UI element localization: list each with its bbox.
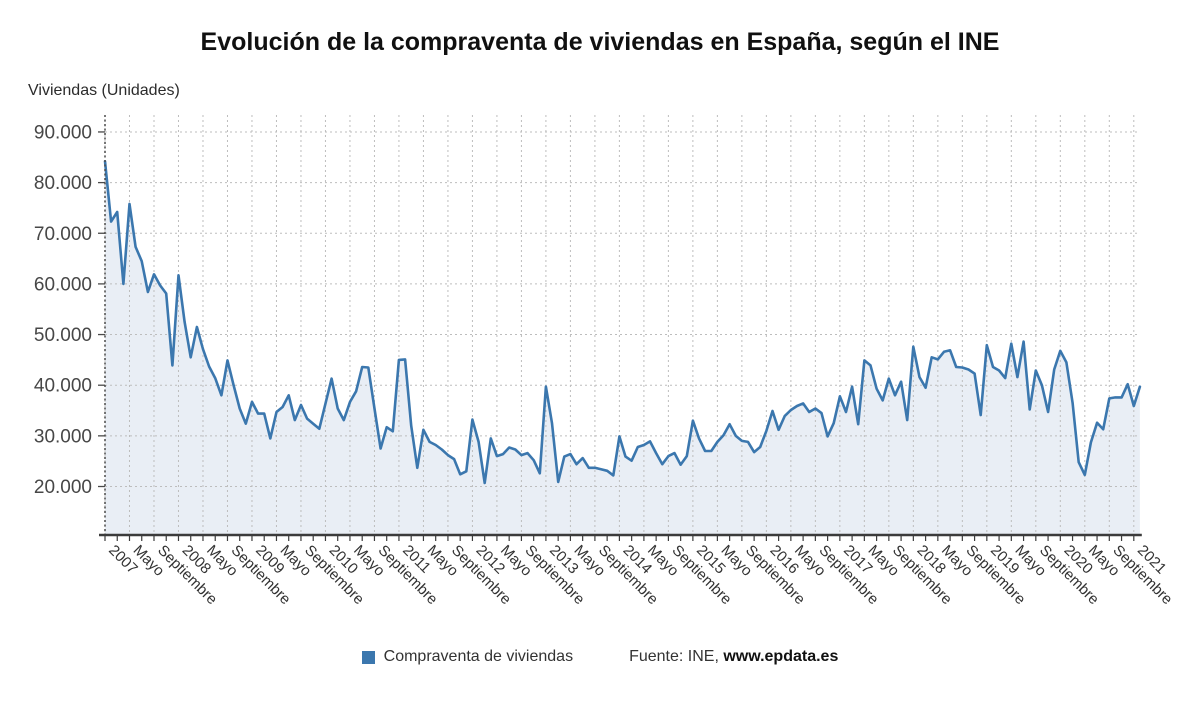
svg-text:90.000: 90.000 xyxy=(34,122,92,143)
source-prefix: Fuente: INE, xyxy=(629,648,724,665)
y-axis-title: Viviendas (Unidades) xyxy=(28,82,180,99)
source-link: www.epdata.es xyxy=(723,648,839,665)
svg-text:80.000: 80.000 xyxy=(34,173,92,194)
legend-series-label: Compraventa de viviendas xyxy=(383,648,574,665)
svg-text:30.000: 30.000 xyxy=(34,426,92,447)
chart-title: Evolución de la compraventa de viviendas… xyxy=(200,28,1000,56)
source-text: Fuente: INE, www.epdata.es xyxy=(629,648,838,666)
svg-text:40.000: 40.000 xyxy=(34,376,92,397)
svg-text:50.000: 50.000 xyxy=(34,325,92,346)
legend: Compraventa de viviendas Fuente: INE, ww… xyxy=(0,648,1200,666)
svg-text:70.000: 70.000 xyxy=(34,224,92,245)
svg-text:60.000: 60.000 xyxy=(34,274,92,295)
legend-square-icon xyxy=(361,650,375,664)
legend-item: Compraventa de viviendas xyxy=(361,648,574,666)
svg-text:20.000: 20.000 xyxy=(34,477,92,498)
